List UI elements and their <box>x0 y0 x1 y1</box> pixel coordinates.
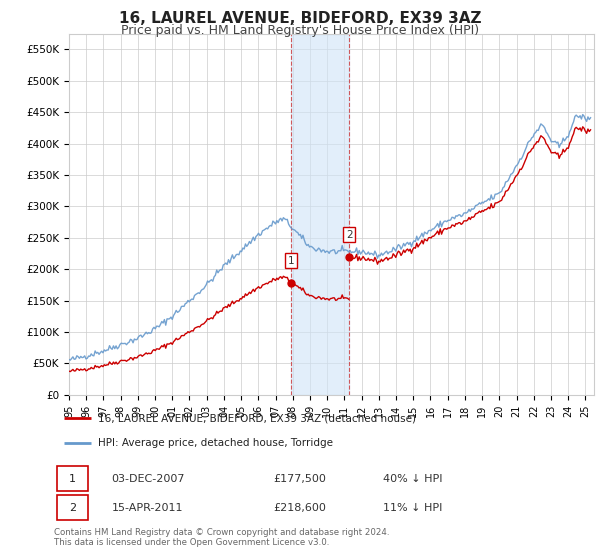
Text: £218,600: £218,600 <box>273 502 326 512</box>
FancyBboxPatch shape <box>56 466 88 491</box>
Text: HPI: Average price, detached house, Torridge: HPI: Average price, detached house, Torr… <box>98 437 334 447</box>
Text: 15-APR-2011: 15-APR-2011 <box>112 502 183 512</box>
Text: £177,500: £177,500 <box>273 474 326 484</box>
Text: Contains HM Land Registry data © Crown copyright and database right 2024.
This d: Contains HM Land Registry data © Crown c… <box>54 528 389 547</box>
Bar <box>292 34 349 395</box>
Text: 1: 1 <box>69 474 76 484</box>
Text: 2: 2 <box>346 230 353 240</box>
Text: 16, LAUREL AVENUE, BIDEFORD, EX39 3AZ (detached house): 16, LAUREL AVENUE, BIDEFORD, EX39 3AZ (d… <box>98 413 416 423</box>
Text: 16, LAUREL AVENUE, BIDEFORD, EX39 3AZ: 16, LAUREL AVENUE, BIDEFORD, EX39 3AZ <box>119 11 481 26</box>
Text: 2: 2 <box>69 502 76 512</box>
Text: 11% ↓ HPI: 11% ↓ HPI <box>383 502 442 512</box>
Text: 03-DEC-2007: 03-DEC-2007 <box>112 474 185 484</box>
FancyBboxPatch shape <box>56 495 88 520</box>
Text: 40% ↓ HPI: 40% ↓ HPI <box>383 474 442 484</box>
Text: Price paid vs. HM Land Registry's House Price Index (HPI): Price paid vs. HM Land Registry's House … <box>121 24 479 36</box>
Text: 1: 1 <box>288 256 295 265</box>
